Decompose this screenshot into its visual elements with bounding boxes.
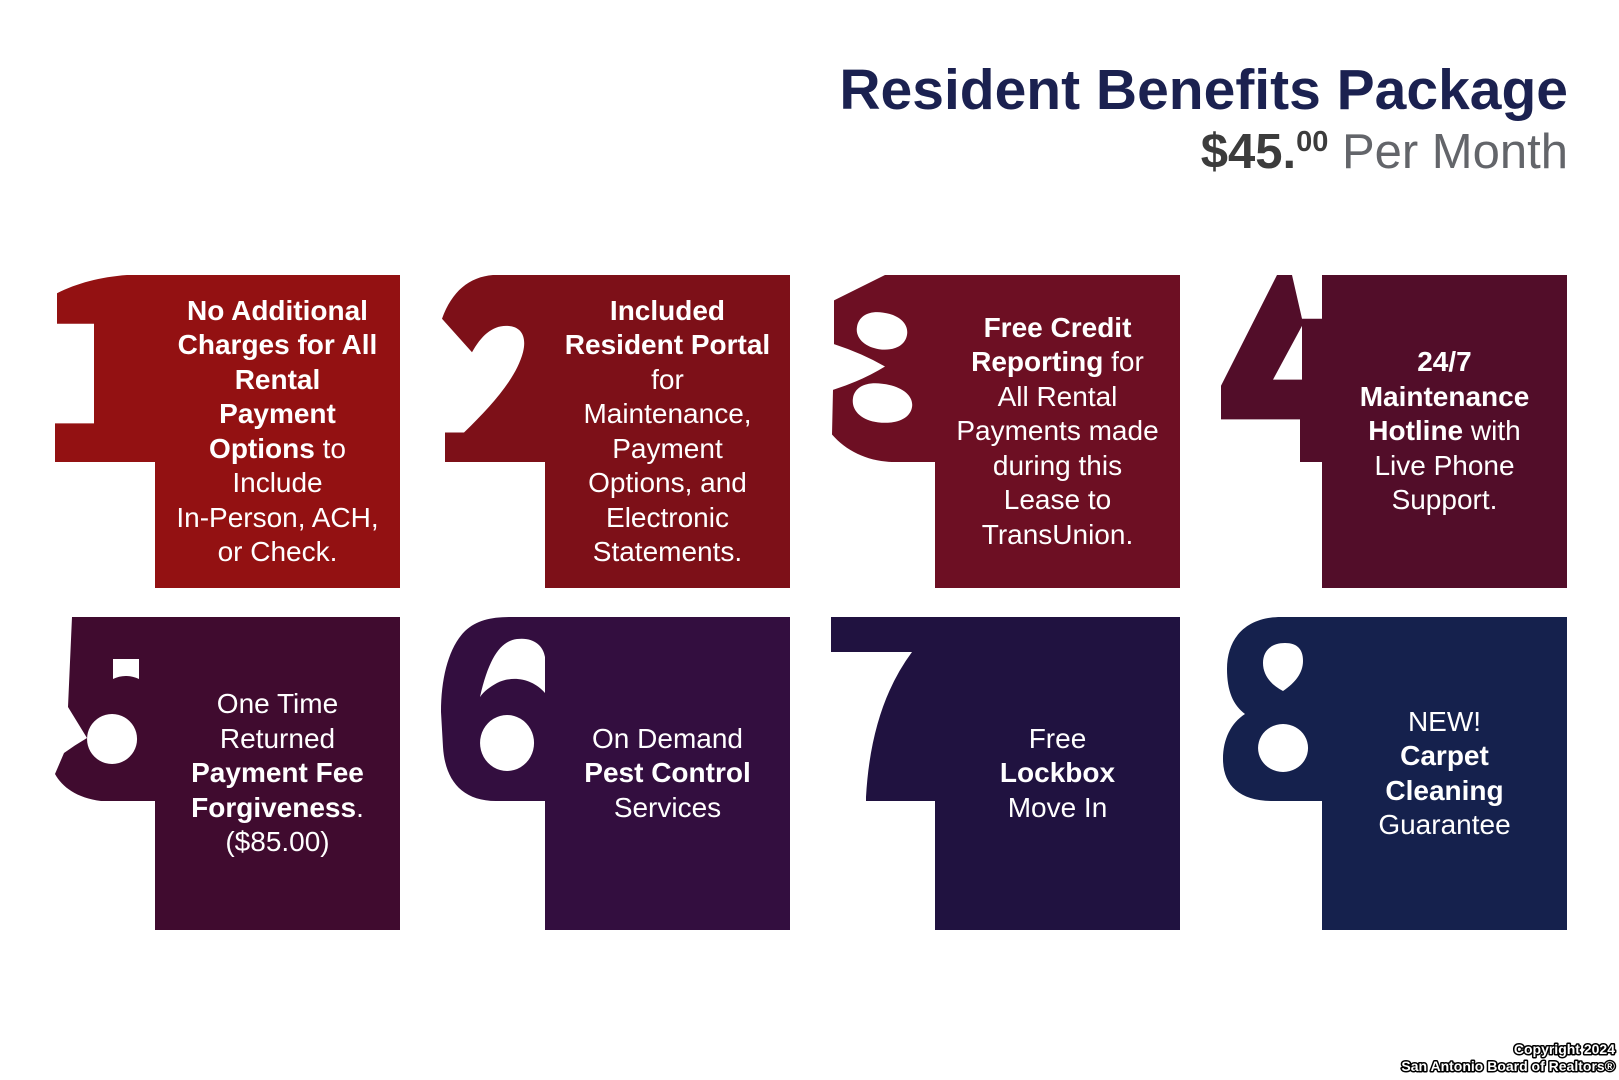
svg-text:Copyright 2024: Copyright 2024 — [1514, 1041, 1615, 1057]
svg-text:San Antonio Board of Realtors®: San Antonio Board of Realtors® — [1401, 1058, 1615, 1074]
